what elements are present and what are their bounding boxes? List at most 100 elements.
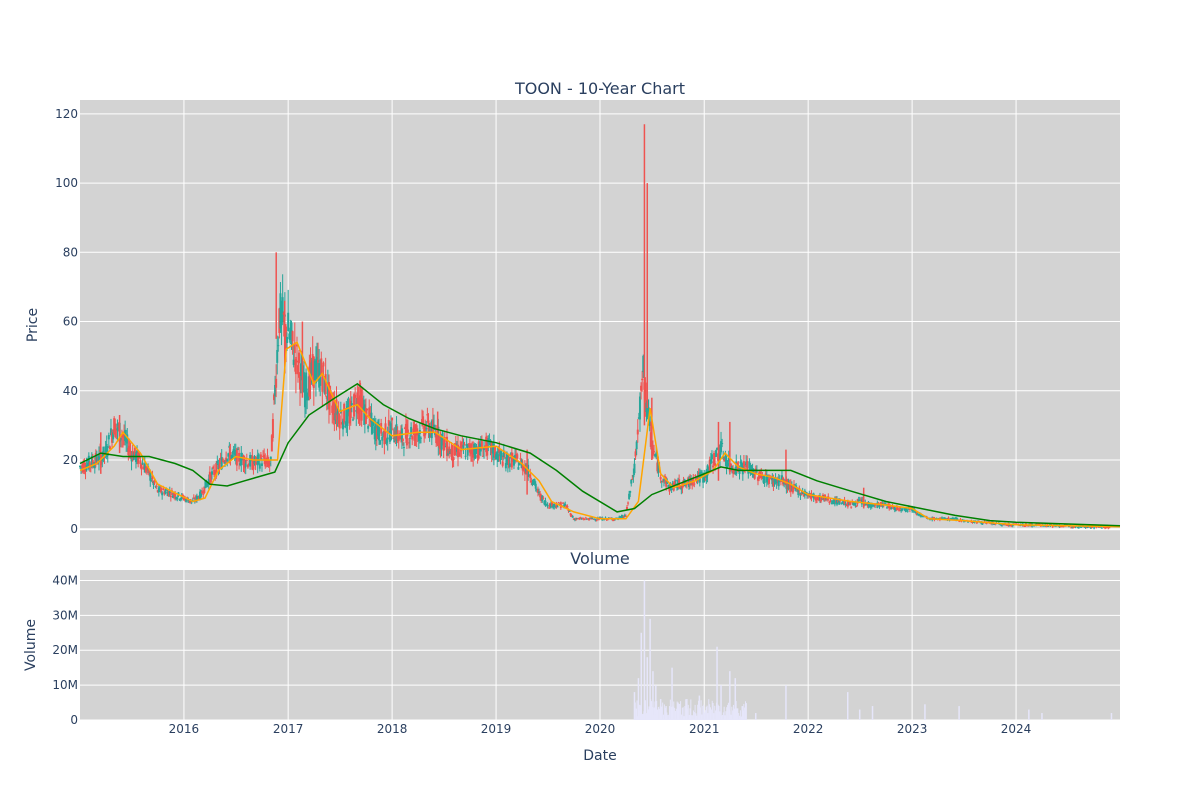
candle-down	[333, 401, 336, 420]
candle-up	[465, 444, 468, 447]
candle-down	[566, 506, 569, 508]
volume-y-ticks: 0 10M 20M 30M 40M	[52, 573, 78, 727]
candle-up	[832, 499, 835, 505]
candle-down	[411, 436, 414, 440]
candle-down	[156, 490, 159, 493]
candle-down	[776, 478, 779, 482]
candle-up	[466, 444, 469, 456]
candle-down	[298, 377, 301, 390]
candle-down	[1039, 525, 1042, 527]
candle-up	[771, 476, 774, 485]
candle-up	[654, 454, 657, 457]
volume-bar	[640, 632, 643, 720]
candle-down	[898, 509, 901, 511]
candle-down	[127, 447, 130, 456]
candle-down	[407, 442, 410, 444]
candle-down	[155, 485, 158, 487]
candle-up	[478, 443, 481, 450]
candle-down	[793, 484, 796, 486]
candle-up	[528, 475, 531, 477]
candle-up	[797, 488, 800, 496]
volume-gridlines	[80, 570, 1120, 721]
candle-down	[586, 518, 589, 520]
candle-up	[158, 487, 161, 492]
candle-down	[507, 457, 510, 467]
volume-bar	[924, 704, 926, 720]
candle-down	[133, 447, 136, 456]
candle-down	[201, 491, 204, 494]
candle-down	[459, 446, 462, 449]
candle-up	[734, 472, 737, 474]
volume-bar	[727, 702, 729, 720]
candle-up	[873, 505, 876, 507]
candle-down	[849, 501, 852, 506]
candle-down	[264, 460, 267, 467]
candle-down	[416, 432, 419, 435]
candle-down	[689, 477, 692, 486]
volume-bar	[733, 708, 735, 720]
volume-bar	[665, 714, 667, 720]
candle-down	[113, 418, 116, 435]
candle-down	[271, 419, 274, 439]
candle-down	[117, 425, 120, 428]
candle-up	[310, 362, 313, 374]
candle-down	[939, 517, 942, 519]
candle-up	[825, 497, 828, 500]
candle-down	[723, 457, 726, 462]
volume-bar	[687, 704, 689, 720]
volume-bar	[655, 714, 657, 720]
candle-up	[379, 440, 382, 445]
price-y-tick-label: 80	[63, 245, 78, 259]
candle-down	[361, 399, 364, 408]
candle-up	[591, 517, 594, 519]
candle-down	[153, 479, 156, 484]
volume-bar	[652, 671, 654, 720]
candle-down	[391, 417, 394, 421]
volume-bar	[657, 709, 659, 720]
candle-up	[280, 307, 283, 321]
candle-down	[321, 376, 324, 392]
moving-average-lines	[79, 341, 1121, 528]
candle-down	[555, 504, 558, 508]
volume-bar	[693, 712, 695, 720]
candle-down	[673, 480, 676, 486]
candle-up	[573, 518, 576, 521]
candle-down	[219, 458, 222, 460]
volume-bar	[666, 712, 668, 720]
volume-bar	[649, 618, 651, 720]
candle-up	[642, 355, 645, 373]
volume-bar	[635, 708, 637, 720]
candle-up	[790, 485, 793, 487]
candle-up	[318, 363, 321, 388]
candle-up	[538, 491, 541, 493]
candle-up	[390, 423, 393, 440]
candle-up	[921, 516, 924, 518]
candle-down	[331, 405, 334, 413]
candle-up	[920, 515, 923, 517]
candle-up	[745, 461, 748, 466]
candle-up	[775, 480, 778, 484]
candle-down	[736, 462, 739, 466]
candle-up	[305, 372, 308, 399]
candle-up	[645, 402, 648, 412]
candle-down	[297, 352, 300, 364]
candle-down	[850, 506, 853, 508]
moving-average-slow-line	[79, 382, 1121, 527]
candle-up	[176, 497, 179, 500]
candle-up	[725, 459, 728, 468]
candle-up	[724, 455, 727, 460]
candle-down	[713, 452, 716, 463]
candle-up	[165, 489, 168, 491]
candle-up	[972, 521, 975, 523]
candle-up	[346, 406, 349, 427]
candle-up	[906, 510, 909, 512]
volume-bar	[723, 706, 725, 720]
candle-down	[414, 433, 417, 435]
volume-bar	[672, 706, 674, 720]
candle-down	[1037, 523, 1040, 525]
volume-bar	[692, 715, 694, 720]
volume-bar	[705, 706, 707, 720]
volume-bar	[719, 711, 721, 720]
candle-down	[255, 457, 258, 460]
